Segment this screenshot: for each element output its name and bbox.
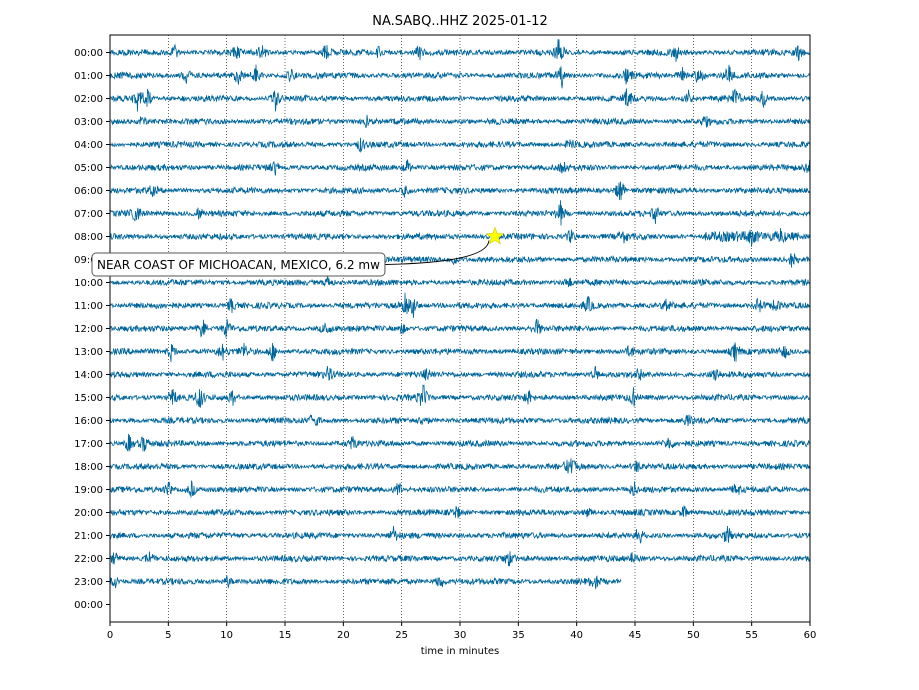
x-tick-label: 10 bbox=[220, 630, 233, 641]
y-row-label: 14:00 bbox=[74, 370, 103, 381]
y-row-label: 09:00 bbox=[74, 255, 103, 266]
y-row-label: 12:00 bbox=[74, 324, 103, 335]
x-tick-label: 40 bbox=[570, 630, 583, 641]
y-axis-row-labels: 00:00 01:00 02:00 03:00 04:00 05:00 06:00 07:00… bbox=[74, 48, 110, 611]
x-axis-label: time in minutes bbox=[421, 646, 500, 657]
y-row-label: 07:00 bbox=[74, 209, 103, 220]
trace-row-03:00 bbox=[109, 114, 811, 128]
trace-row-20:00 bbox=[109, 505, 811, 519]
trace-row-23:00 bbox=[109, 575, 622, 590]
annotation-box bbox=[91, 252, 386, 277]
annotation-label: NEAR COAST OF MICHOACAN, MEXICO, 6.2 mw bbox=[97, 258, 380, 272]
trace-row-02:00 bbox=[109, 88, 811, 112]
x-tick-label: 0 bbox=[107, 630, 113, 641]
y-row-label: 16:00 bbox=[74, 416, 103, 427]
x-tick-label: 50 bbox=[687, 630, 700, 641]
x-tick-label: 20 bbox=[337, 630, 350, 641]
y-row-label: 06:00 bbox=[74, 186, 103, 197]
y-row-label: 02:00 bbox=[74, 94, 103, 105]
y-row-label: 10:00 bbox=[74, 278, 103, 289]
trace-row-15:00 bbox=[109, 384, 811, 408]
x-tick-label: 15 bbox=[279, 630, 292, 641]
x-axis-ticks: 0 5 10 15 20 25 30 35 40 45 50 55 60 bbox=[107, 622, 817, 641]
x-tick-label: 55 bbox=[745, 630, 758, 641]
x-tick-label: 35 bbox=[512, 630, 525, 641]
y-row-label: 20:00 bbox=[74, 508, 103, 519]
trace-row-16:00 bbox=[109, 414, 811, 427]
trace-row-14:00 bbox=[109, 365, 811, 381]
trace-row-08:00 bbox=[109, 227, 811, 247]
y-row-label: 17:00 bbox=[74, 439, 103, 450]
y-row-label: 00:00 bbox=[74, 600, 103, 611]
chart-title: NA.SABQ..HHZ 2025-01-12 bbox=[372, 14, 547, 29]
y-row-label: 15:00 bbox=[74, 393, 103, 404]
trace-row-12:00 bbox=[109, 318, 811, 338]
y-row-label: 04:00 bbox=[74, 140, 103, 151]
y-row-label: 13:00 bbox=[74, 347, 103, 358]
trace-row-01:00 bbox=[109, 64, 811, 89]
x-tick-label: 5 bbox=[165, 630, 171, 641]
trace-row-07:00 bbox=[109, 200, 811, 226]
trace-row-19:00 bbox=[109, 480, 811, 498]
x-tick-label: 45 bbox=[629, 630, 642, 641]
y-row-label: 00:00 bbox=[74, 48, 103, 59]
trace-row-17:00 bbox=[109, 433, 811, 452]
y-row-label: 23:00 bbox=[74, 577, 103, 588]
trace-row-04:00 bbox=[109, 137, 811, 153]
y-row-label: 18:00 bbox=[74, 462, 103, 473]
x-tick-label: 25 bbox=[395, 630, 408, 641]
x-tick-label: 30 bbox=[454, 630, 467, 641]
y-row-label: 01:00 bbox=[74, 71, 103, 82]
trace-row-13:00 bbox=[109, 342, 811, 363]
y-row-label: 21:00 bbox=[74, 531, 103, 542]
event-annotation: NEAR COAST OF MICHOACAN, MEXICO, 6.2 mw bbox=[91, 226, 505, 277]
trace-row-06:00 bbox=[109, 181, 811, 201]
y-row-label: 22:00 bbox=[74, 554, 103, 565]
y-row-label: 11:00 bbox=[74, 301, 103, 312]
y-row-label: 08:00 bbox=[74, 232, 103, 243]
annotation-arrow bbox=[384, 240, 490, 265]
trace-row-10:00 bbox=[109, 275, 811, 288]
y-row-label: 03:00 bbox=[74, 117, 103, 128]
x-gridlines bbox=[168, 35, 752, 622]
event-star-icon bbox=[485, 226, 505, 245]
trace-row-22:00 bbox=[109, 551, 811, 567]
y-row-label: 05:00 bbox=[74, 163, 103, 174]
trace-row-00:00 bbox=[109, 39, 811, 62]
trace-row-05:00 bbox=[109, 159, 811, 176]
trace-row-11:00 bbox=[109, 292, 811, 319]
trace-rows bbox=[109, 39, 811, 590]
trace-row-18:00 bbox=[109, 458, 811, 474]
x-tick-label: 60 bbox=[804, 630, 817, 641]
y-row-label: 19:00 bbox=[74, 485, 103, 496]
trace-row-21:00 bbox=[109, 525, 811, 544]
